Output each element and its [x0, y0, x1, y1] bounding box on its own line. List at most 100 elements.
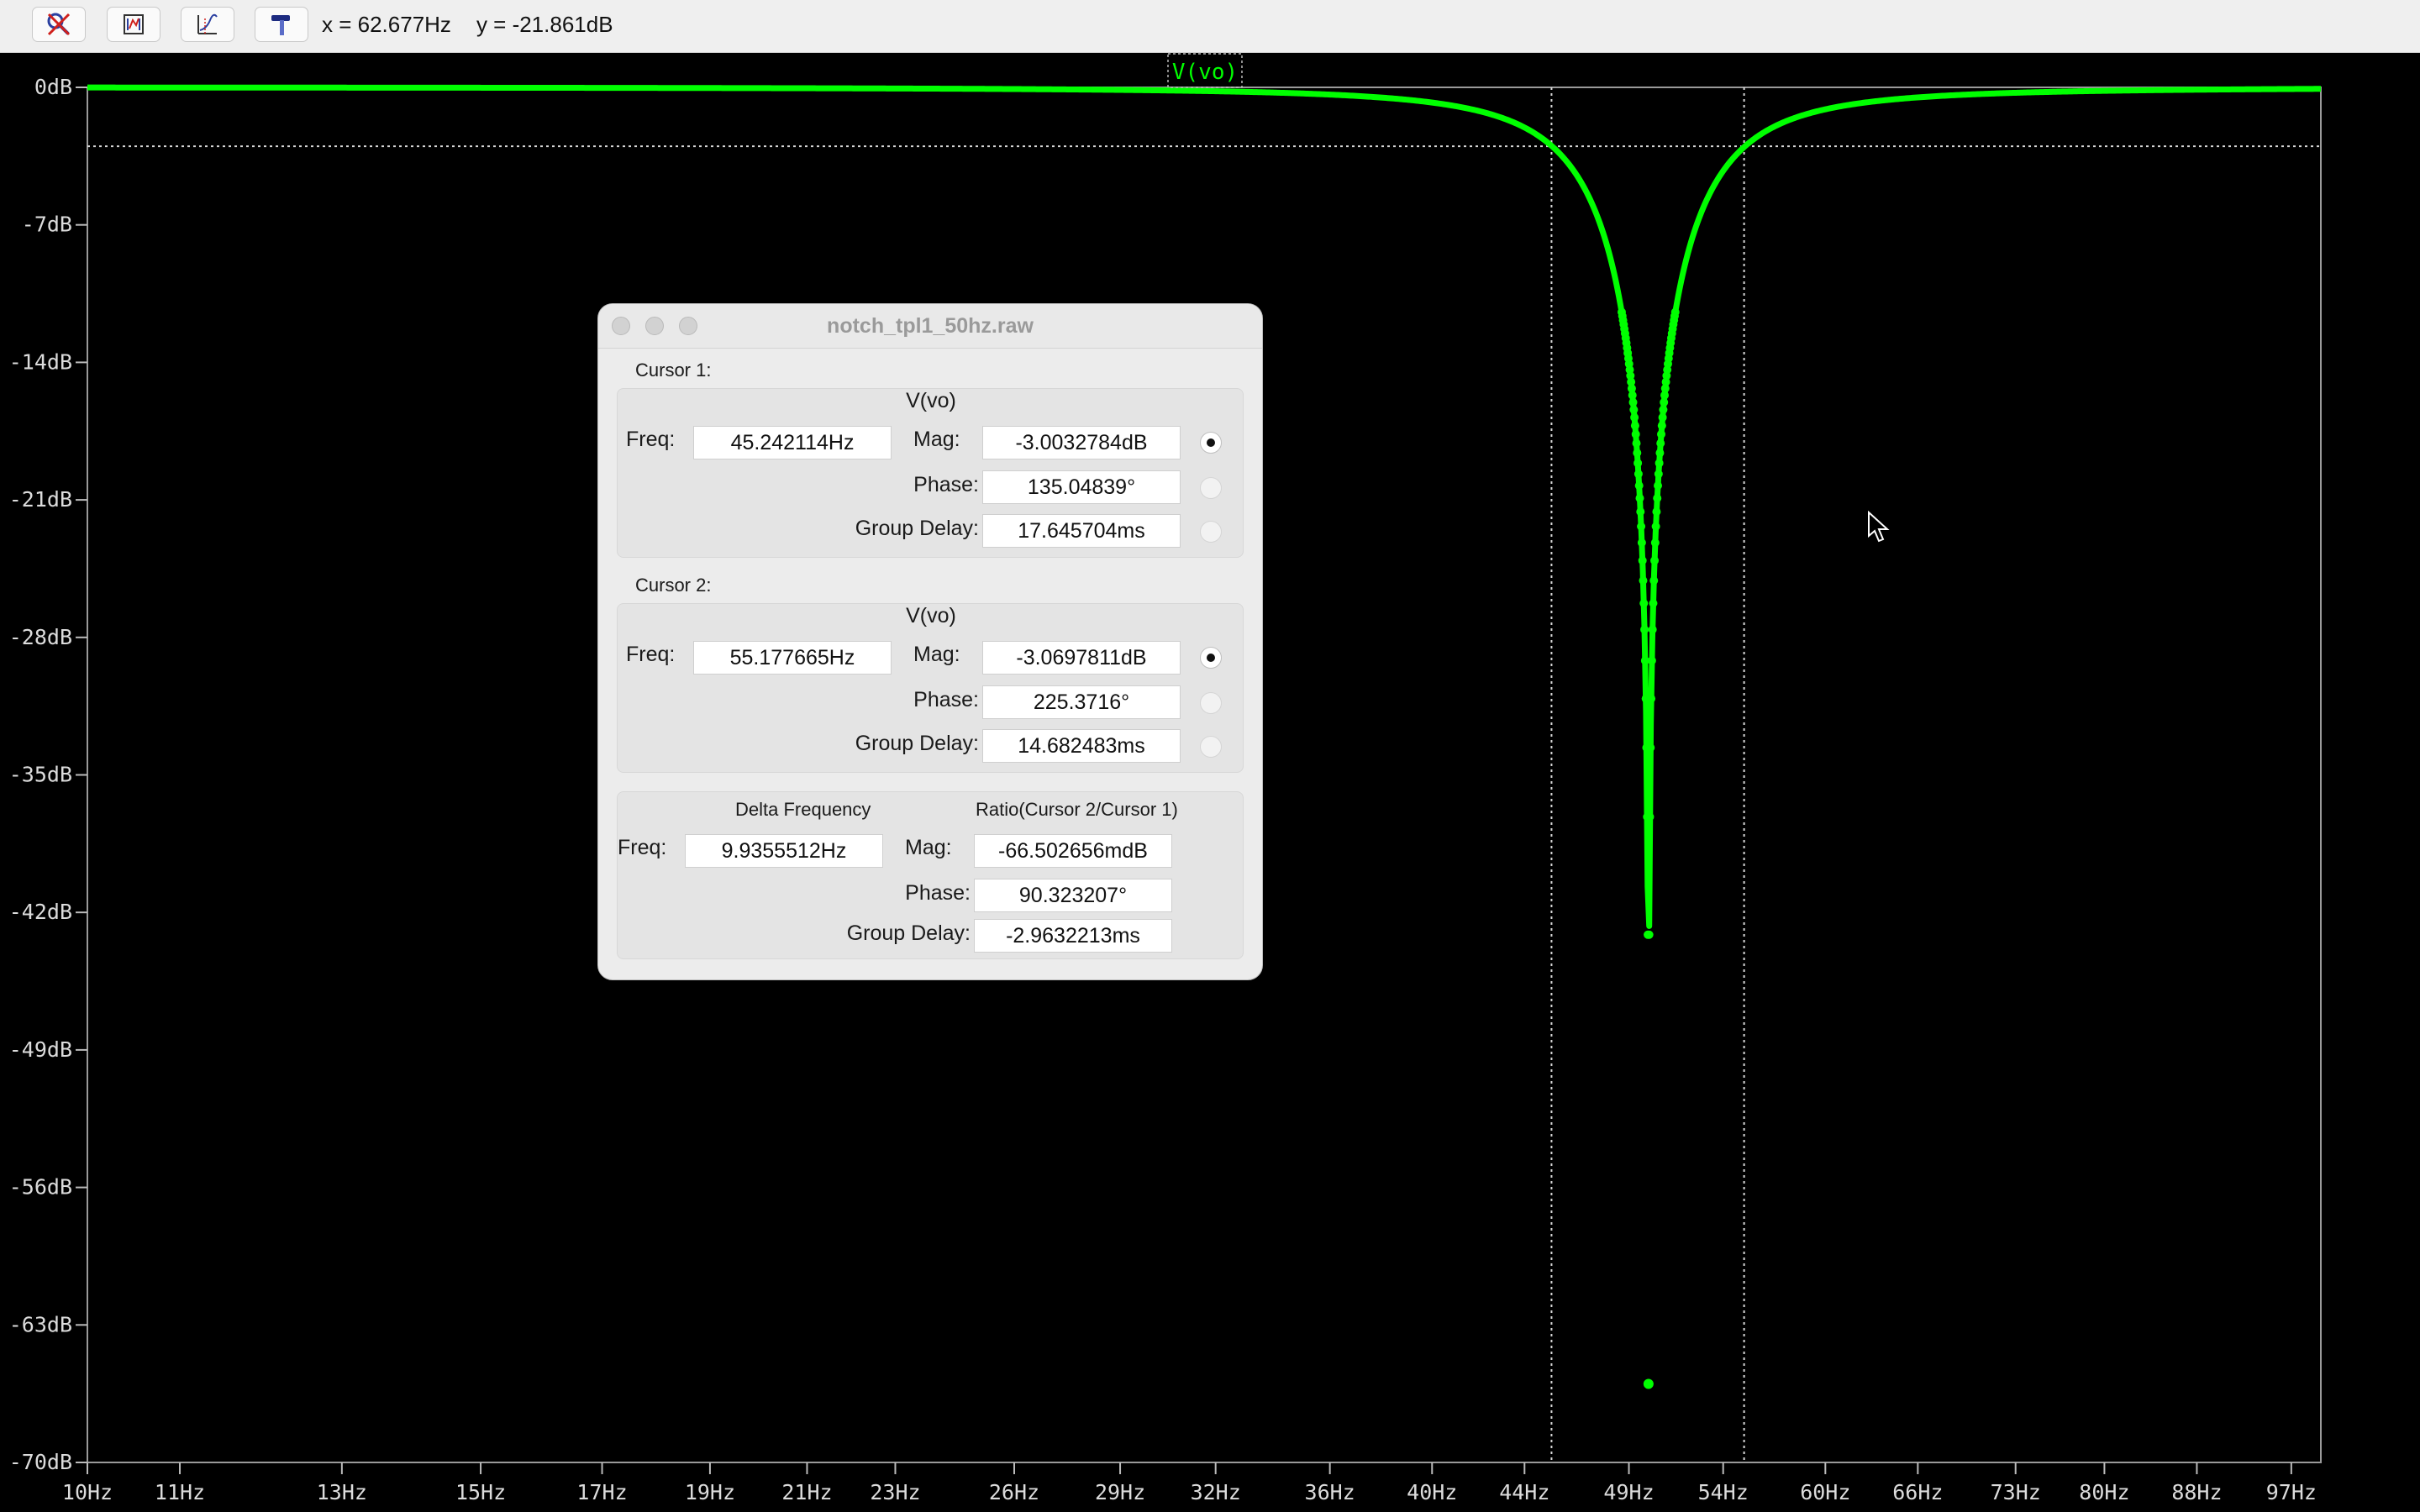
zoom-cancel-button[interactable]	[32, 7, 86, 42]
ratio-heading: Ratio(Cursor 2/Cursor 1)	[976, 799, 1178, 820]
x-tick-label: 26Hz	[989, 1480, 1039, 1504]
trace-vo	[86, 84, 2323, 1389]
x-tick-label: 88Hz	[2171, 1480, 2222, 1504]
y-tick-label: -42dB	[9, 900, 72, 924]
trace-point	[1660, 397, 1669, 407]
trace-point	[1654, 470, 1663, 479]
cursor2-gd-label: Group Delay:	[855, 732, 979, 755]
cursor1-gd-field[interactable]: 17.645704ms	[982, 514, 1181, 548]
x-tick-label: 11Hz	[155, 1480, 205, 1504]
trace-point	[1640, 656, 1649, 665]
cursor2-phase-label: Phase:	[913, 688, 979, 711]
dialog-title: notch_tpl1_50hz.raw	[827, 314, 1034, 338]
trace-point	[1658, 412, 1667, 422]
trace-point	[1654, 481, 1663, 491]
cursor2-gd-field[interactable]: 14.682483ms	[982, 729, 1181, 763]
x-tick-label: 21Hz	[781, 1480, 832, 1504]
y-tick-label: -35dB	[9, 763, 72, 787]
x-tick-label: 23Hz	[870, 1480, 920, 1504]
autorange-button[interactable]	[107, 7, 160, 42]
cursor1-freq-label: Freq:	[626, 428, 676, 451]
cursor-lines[interactable]	[87, 87, 2321, 1462]
trace-point	[1657, 429, 1666, 438]
cursor-curve-button[interactable]	[181, 7, 234, 42]
x-tick-label: 54Hz	[1698, 1480, 1749, 1504]
delta-freq-field[interactable]: 9.9355512Hz	[685, 834, 883, 868]
trace-point	[1646, 743, 1655, 753]
minimize-window-button[interactable]	[645, 317, 664, 335]
cursor2-trace: V(vo)	[906, 604, 956, 627]
trace-point	[1644, 930, 1654, 939]
x-tick-label: 10Hz	[62, 1480, 113, 1504]
bode-plot[interactable]: 0dB -7dB -14dB -21dB -28dB -35dB -42dB -49dB -56…	[0, 52, 2420, 1512]
trace-point	[1670, 307, 1680, 317]
y-tick-label: -70dB	[9, 1450, 72, 1474]
cursor2-gd-radio[interactable]	[1200, 736, 1222, 758]
delta-frequency-heading: Delta Frequency	[735, 799, 871, 820]
y-axis: 0dB -7dB -14dB -21dB -28dB -35dB -42dB -49dB -56…	[9, 75, 87, 1474]
cursor-dialog: notch_tpl1_50hz.raw Cursor 1: V(vo) Freq…	[597, 303, 1263, 980]
ratio-phase-label: Phase:	[905, 881, 971, 905]
trace-point	[1660, 391, 1669, 400]
trace-min-point	[1643, 1378, 1654, 1389]
ratio-gd-field[interactable]: -2.9632213ms	[974, 919, 1172, 953]
trace-point	[1628, 397, 1638, 407]
trace-point	[1652, 507, 1661, 517]
y-tick-label: -63dB	[9, 1312, 72, 1336]
cursor1-freq-field[interactable]: 45.242114Hz	[693, 426, 892, 459]
trace-label: V(vo)	[1172, 60, 1238, 85]
close-window-button[interactable]	[612, 317, 630, 335]
trace-point	[1655, 459, 1664, 468]
trace-point	[1628, 391, 1637, 400]
toolbar: x = 62.677Hz y = -21.861dB	[0, 0, 2420, 53]
x-tick-label: 32Hz	[1191, 1480, 1241, 1504]
trace-point	[1651, 522, 1660, 531]
zoom-cancel-icon	[47, 13, 71, 36]
hammer-icon	[271, 15, 290, 35]
trace-point	[1630, 421, 1639, 430]
ratio-mag-label: Mag:	[905, 836, 952, 859]
cursor1-trace: V(vo)	[906, 389, 956, 412]
trace-point	[1635, 494, 1644, 503]
trace-line	[86, 84, 2323, 929]
trace-point	[1631, 429, 1640, 438]
trace-point	[1634, 470, 1643, 479]
cursor-curve-icon	[197, 13, 218, 34]
x-tick-label: 40Hz	[1407, 1480, 1457, 1504]
trace-point	[1637, 522, 1646, 531]
cursor2-mag-label: Mag:	[913, 643, 960, 666]
cursor1-phase-label: Phase:	[913, 473, 979, 496]
cursor2-phase-field[interactable]: 225.3716°	[982, 685, 1181, 719]
cursor1-phase-field[interactable]: 135.04839°	[982, 470, 1181, 504]
dialog-titlebar[interactable]: notch_tpl1_50hz.raw	[598, 304, 1262, 349]
cursor1-mag-radio[interactable]	[1200, 432, 1222, 454]
x-tick-label: 66Hz	[1892, 1480, 1943, 1504]
cursor1-mag-field[interactable]: -3.0032784dB	[982, 426, 1181, 459]
hammer-button[interactable]	[255, 7, 308, 42]
cursor2-freq-field[interactable]: 55.177665Hz	[693, 641, 892, 675]
x-tick-label: 19Hz	[685, 1480, 735, 1504]
ratio-phase-field[interactable]: 90.323207°	[974, 879, 1172, 912]
trace-point	[1629, 405, 1639, 414]
trace-point	[1659, 405, 1668, 414]
trace-point	[1640, 625, 1649, 634]
trace-point	[1632, 438, 1641, 448]
ratio-gd-label: Group Delay:	[846, 921, 971, 945]
trace-point	[1633, 449, 1642, 458]
trace-point	[1638, 556, 1647, 565]
trace-point	[1655, 449, 1665, 458]
cursor1-phase-radio[interactable]	[1200, 477, 1222, 499]
cursor2-mag-radio[interactable]	[1200, 647, 1222, 669]
cursor2-mag-field[interactable]: -3.0697811dB	[982, 641, 1181, 675]
trace-point	[1630, 412, 1639, 422]
ratio-mag-field[interactable]: -66.502656mdB	[974, 834, 1172, 868]
trace-label-box[interactable]: V(vo)	[1167, 53, 1243, 88]
zoom-window-button[interactable]	[679, 317, 697, 335]
trace-point	[1657, 421, 1666, 430]
x-tick-label: 73Hz	[1991, 1480, 2041, 1504]
cursor2-freq-label: Freq:	[626, 643, 676, 666]
cursor2-phase-radio[interactable]	[1200, 692, 1222, 714]
x-tick-label: 49Hz	[1603, 1480, 1654, 1504]
cursor1-gd-radio[interactable]	[1200, 521, 1222, 543]
y-tick-label: -14dB	[9, 349, 72, 374]
